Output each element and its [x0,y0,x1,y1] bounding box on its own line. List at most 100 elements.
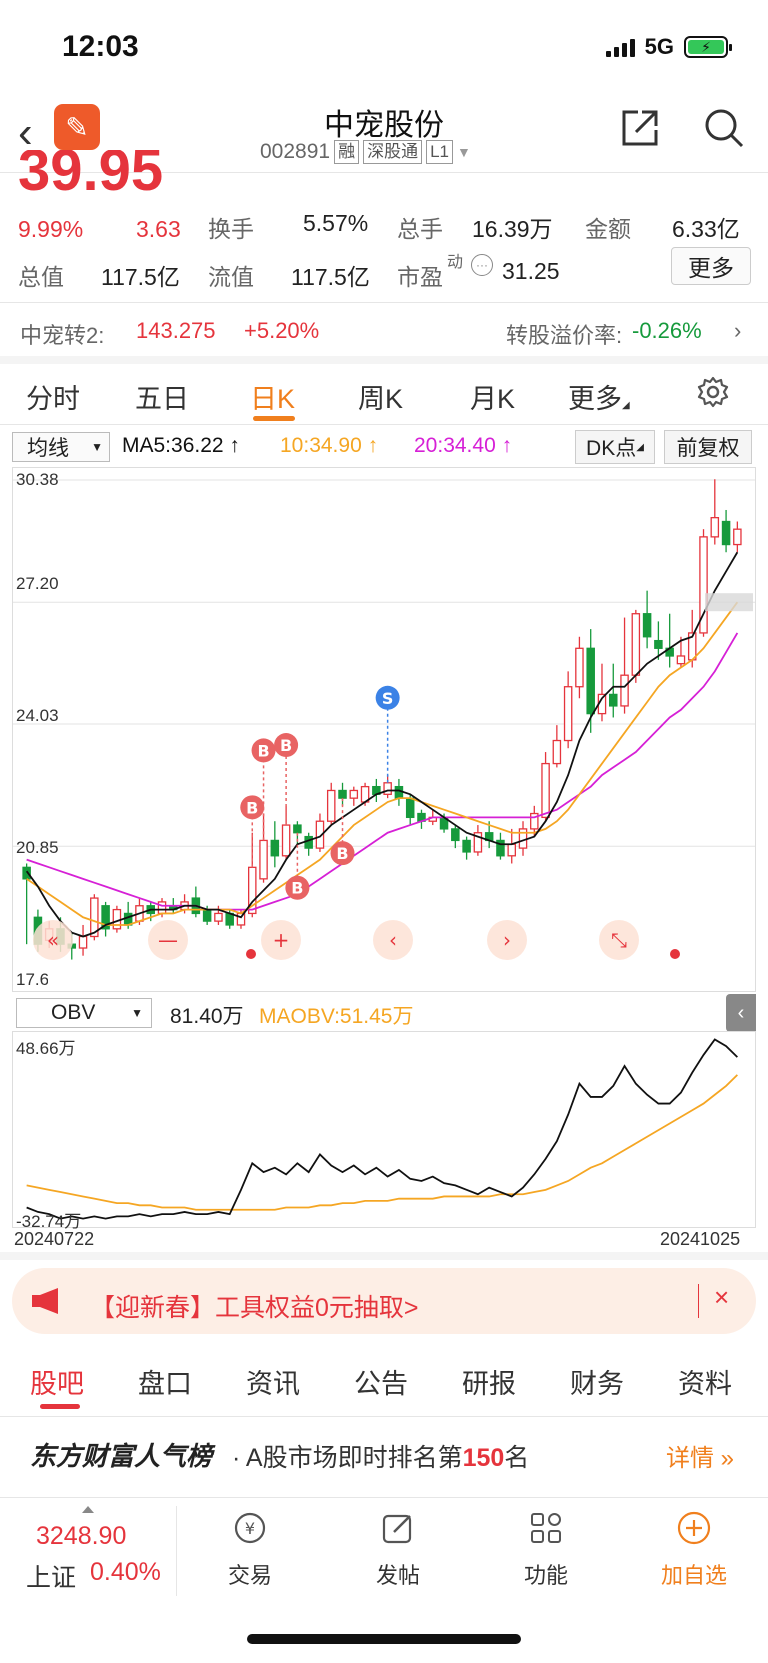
candle-body [552,739,562,765]
tag-margin: 融 [334,140,360,164]
index-value[interactable]: 3248.90 [36,1522,127,1550]
date-start: 20240722 [14,1229,95,1249]
chart-control-icon: — [158,928,178,952]
add-watchlist-label: 加自选 [660,1563,727,1588]
candle-body [338,789,347,799]
settings-gear-icon[interactable] [696,375,730,409]
tab-active-indicator [253,416,295,421]
bottom-divider [176,1506,177,1596]
candle-body [620,674,629,707]
cb-price: 143.275 [136,318,216,343]
volume-label: 总手 [397,216,443,242]
app-logo: ✎ [54,104,100,150]
promo-text[interactable]: 【迎新春】工具权益0元抽取> [90,1294,419,1322]
ma20-line [26,632,739,911]
cb-pct: +5.20% [244,318,320,343]
obv-chart[interactable] [12,1031,756,1228]
candle-body [496,839,505,857]
tab-announcements[interactable]: 公告 [354,1369,408,1399]
change-amount: 3.63 [136,216,181,242]
ma20-value: 20:34.40 ↑ [414,434,513,457]
collapse-left-icon[interactable]: ‹ [726,994,756,1032]
amount-label: 金额 [585,216,631,242]
candle-body [676,655,686,665]
add-watchlist-button[interactable]: 加自选 [634,1510,754,1590]
tab-research[interactable]: 研报 [462,1369,516,1399]
turnover-label: 换手 [208,216,254,242]
ma10-line [26,601,739,926]
promo-banner[interactable] [12,1268,756,1334]
buy-marker [330,841,355,866]
more-dots-icon[interactable]: ··· [471,254,493,276]
pe-label: 市盈 [397,264,443,290]
close-icon[interactable]: × [714,1282,730,1312]
turnover-value: 5.57% [303,210,369,236]
y-tick-1: 30.38 [16,470,59,489]
post-button[interactable]: 发帖 [338,1510,458,1590]
adjust-button[interactable]: 前复权 [664,430,752,464]
bottom-bar [0,1497,768,1617]
index-name[interactable]: 上证 [26,1564,77,1592]
tab-news[interactable]: 资讯 [246,1369,300,1399]
chevron-right-icon[interactable]: › [734,318,742,343]
tab-five-day[interactable]: 五日 [135,384,189,414]
more-button[interactable]: 更多 [671,247,751,285]
tab-profile[interactable]: 资料 [678,1369,732,1399]
dk-point-button[interactable]: DK点 ◢ [575,430,655,464]
chart-control-button [33,920,73,960]
tabs-divider [0,424,768,425]
tab-weekly-k[interactable]: 周K [358,384,404,414]
candle-body [22,866,31,880]
svg-text:¥: ¥ [245,1519,255,1538]
tab-intraday[interactable]: 分时 [26,384,80,414]
candle-body [733,528,742,546]
trade-icon: ¥ [234,1512,266,1544]
y-tick-4: 20.85 [16,838,59,857]
marker-label: B [280,736,292,755]
tab-daily-k[interactable]: 日K [250,384,296,414]
maobv-value: MAOBV:51.45万 [259,1005,414,1028]
chevron-down-icon[interactable]: ▼ [457,144,471,160]
cb-name[interactable]: 中宠转2: [20,323,105,348]
candle-body [654,639,663,649]
candle-body [518,828,528,849]
tab-pankou[interactable]: 盘口 [138,1369,192,1399]
rank-detail-link[interactable]: 详情 » [666,1445,735,1472]
indicator-select[interactable]: 均线 ▼ [12,432,110,462]
stock-subtitle: 002891 融 深股通 L1 ▼ [260,140,471,164]
y-tick-5: 17.68 [16,970,48,989]
tag-connect: 深股通 [363,140,423,164]
share-icon[interactable] [618,106,662,150]
function-label: 功能 [523,1563,568,1588]
trade-button[interactable]: ¥ 交易 [190,1510,310,1590]
obv-select[interactable]: OBV ▼ [16,998,152,1028]
chart-control-icon: ‹ [389,928,397,952]
tab-more[interactable]: 更多◢ [568,384,630,414]
back-icon[interactable]: ‹ [18,108,33,157]
section-gap [0,356,768,364]
plus-circle-icon [677,1511,711,1545]
indicator-select-label: 均线 [27,437,69,460]
rank-suffix: 名 [504,1444,530,1472]
obv-value: 81.40万 [170,1005,244,1028]
function-button[interactable]: 功能 [486,1510,606,1590]
chart-control-button [261,920,301,960]
chart-control-icon: › [503,928,511,952]
kline-chart[interactable]: B B B B B S «— + ‹ › ⤡ [12,467,756,992]
page-title: 中宠股份 [324,109,444,142]
rank-number: 150 [462,1444,505,1472]
tab-more-label: 更多 [568,384,622,414]
pe-value: 31.25 [502,258,560,284]
index-pct[interactable]: 0.40% [90,1558,161,1586]
tab-finance[interactable]: 财务 [570,1369,624,1399]
chart-control-icon: « [47,928,59,952]
home-indicator [247,1634,521,1644]
candle-body [101,905,110,930]
chart-control-button [373,920,413,960]
tab-guba[interactable]: 股吧 [30,1369,84,1399]
search-icon[interactable] [702,106,746,150]
event-dot [246,949,256,959]
tag-level: L1 [426,140,453,164]
tab-monthly-k[interactable]: 月K [470,384,516,414]
date-end: 20241025 [660,1229,741,1249]
